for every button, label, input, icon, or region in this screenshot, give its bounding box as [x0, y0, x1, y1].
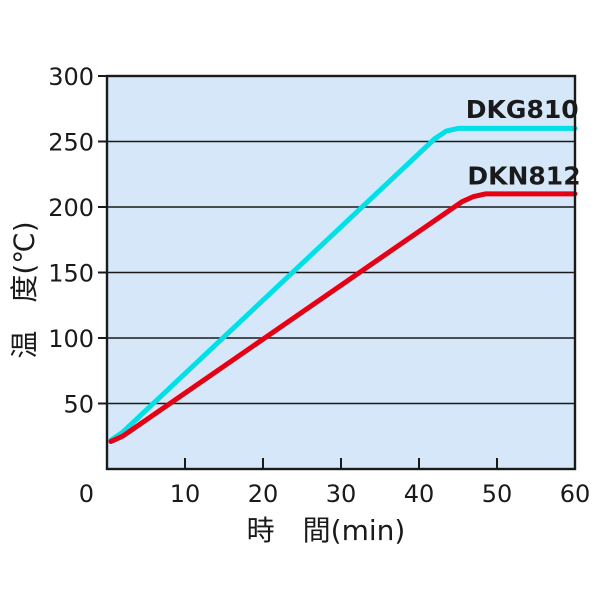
y-tick-label-250: 250 [48, 129, 94, 157]
tick-labels: 50 100 150 200 250 300 0 10 20 30 40 50 60 [48, 63, 590, 508]
series-label-dkn812: DKN812 [467, 162, 580, 191]
x-tick-label-40: 40 [404, 480, 435, 508]
x-axis-title: 時 間(min) [247, 514, 406, 547]
series-line-dkg810 [108, 125, 578, 443]
y-tick-label-200: 200 [48, 194, 94, 222]
series-label-dkg810: DKG810 [466, 95, 579, 124]
x-tick-label-20: 20 [248, 480, 279, 508]
y-tick-label-300: 300 [48, 63, 94, 91]
x-tick-label-10: 10 [170, 480, 201, 508]
x-tick-label-0: 0 [79, 480, 94, 508]
y-tick-label-50: 50 [63, 391, 94, 419]
series-labels: DKG810 DKN812 [466, 95, 581, 191]
series-line-dkn812 [108, 191, 578, 444]
y-tick-label-100: 100 [48, 325, 94, 353]
y-tick-label-150: 150 [48, 260, 94, 288]
axis-ticks [98, 75, 498, 469]
gridlines [107, 140, 575, 405]
x-tick-label-50: 50 [482, 480, 513, 508]
y-axis-title: 温 度(℃) [8, 221, 41, 358]
x-tick-label-60: 60 [560, 480, 591, 508]
series-lines [108, 125, 578, 444]
x-tick-label-30: 30 [326, 480, 357, 508]
